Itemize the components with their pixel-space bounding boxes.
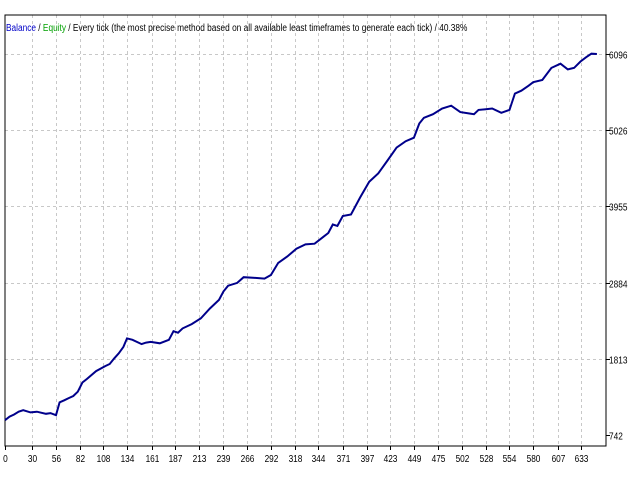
y-tick-label: 2884	[609, 279, 627, 290]
x-tick-label: 0	[3, 453, 8, 464]
x-tick-label: 266	[241, 453, 255, 464]
x-tick-label: 213	[193, 453, 207, 464]
series-line-balance	[4, 52, 597, 421]
x-tick-label: 554	[503, 453, 517, 464]
legend: Balance / Equity / Every tick (the most …	[6, 23, 467, 34]
y-tick-label: 742	[609, 431, 623, 442]
x-tick-label: 371	[337, 453, 351, 464]
plot-frame	[4, 14, 607, 447]
legend-balance: Balance	[6, 23, 36, 34]
x-tick-label: 475	[432, 453, 446, 464]
legend-separator: /	[35, 23, 43, 34]
x-tick-label: 502	[456, 453, 470, 464]
grid	[5, 15, 606, 446]
legend-model: Every tick (the most precise method base…	[72, 23, 433, 34]
y-tick-label: 5026	[609, 126, 627, 137]
x-tick-label: 161	[146, 453, 160, 464]
y-tick-label: 3955	[609, 202, 627, 213]
x-tick-label: 397	[361, 453, 375, 464]
x-tick-label: 292	[265, 453, 279, 464]
x-tick-label: 633	[575, 453, 589, 464]
legend-quality: 40.38%	[439, 23, 468, 34]
x-tick-label: 423	[384, 453, 398, 464]
y-tick-label: 1813	[609, 355, 627, 366]
x-tick-label: 239	[217, 453, 231, 464]
x-tick-label: 187	[169, 453, 183, 464]
x-tick-label: 56	[52, 453, 61, 464]
legend-equity: Equity	[42, 23, 66, 34]
y-tick-label: 6096	[609, 50, 627, 61]
x-tick-label: 449	[408, 453, 422, 464]
x-tick-label: 108	[97, 453, 111, 464]
x-tick-label: 30	[28, 453, 37, 464]
series-layer	[4, 52, 597, 421]
x-tick-label: 528	[480, 453, 494, 464]
legend-separator: /	[432, 23, 440, 34]
x-tick-label: 580	[527, 453, 541, 464]
x-tick-label: 318	[289, 453, 303, 464]
x-tick-label: 134	[121, 453, 135, 464]
y-axis: 742 1813 2884 3955 5026 6096	[606, 50, 627, 442]
x-axis: 0 30 56 82 108 134 161 187 213 239 266 292 318 344 371…	[3, 446, 588, 464]
legend-separator: /	[65, 23, 73, 34]
x-tick-label: 344	[312, 453, 326, 464]
x-tick-label: 607	[552, 453, 566, 464]
x-tick-label: 82	[76, 453, 85, 464]
